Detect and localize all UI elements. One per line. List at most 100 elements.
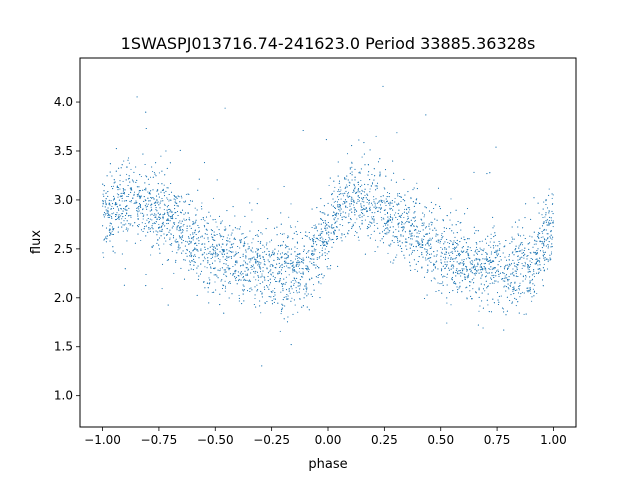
data-point — [519, 235, 522, 237]
data-point — [175, 238, 177, 240]
data-point — [137, 193, 140, 195]
data-point — [423, 224, 425, 226]
data-point — [450, 251, 452, 253]
data-point — [189, 234, 191, 236]
data-point — [344, 177, 346, 179]
data-point — [452, 290, 454, 292]
data-point — [305, 291, 307, 293]
data-point — [252, 266, 254, 268]
data-point — [309, 279, 311, 281]
data-point — [126, 209, 128, 211]
data-point — [349, 221, 351, 224]
data-point — [497, 299, 499, 301]
data-point — [137, 206, 139, 209]
data-point — [508, 255, 510, 258]
data-point — [272, 253, 274, 255]
data-point — [323, 205, 325, 207]
data-point — [388, 232, 390, 234]
data-point — [264, 264, 266, 266]
data-point — [520, 250, 522, 252]
data-point — [410, 197, 412, 199]
data-point — [357, 195, 360, 197]
data-point — [195, 219, 197, 221]
data-point — [261, 292, 263, 294]
data-point — [296, 255, 298, 257]
data-point — [178, 248, 180, 250]
data-point — [102, 201, 104, 203]
data-point — [277, 302, 279, 304]
data-point — [107, 215, 109, 217]
data-point — [198, 178, 200, 180]
data-point — [523, 292, 525, 294]
data-point — [164, 204, 166, 206]
data-point — [206, 253, 208, 255]
data-point — [130, 191, 132, 193]
data-point — [389, 214, 392, 216]
data-point — [213, 250, 215, 252]
data-point — [403, 216, 405, 219]
data-point — [329, 268, 331, 270]
data-point — [293, 299, 295, 301]
data-point — [482, 267, 484, 269]
data-point — [529, 287, 532, 289]
data-point — [296, 292, 298, 294]
data-point — [524, 217, 526, 219]
data-point — [169, 208, 171, 210]
data-point — [358, 239, 360, 241]
data-point — [235, 251, 237, 253]
data-point — [330, 225, 333, 227]
data-point — [295, 265, 297, 267]
data-point — [320, 218, 322, 220]
data-point — [387, 228, 389, 230]
data-point — [131, 179, 133, 181]
data-point — [517, 275, 519, 278]
data-point — [383, 209, 385, 211]
data-point — [348, 181, 350, 183]
data-point — [318, 281, 320, 283]
data-point — [328, 231, 330, 233]
data-point — [451, 258, 454, 260]
data-point — [287, 251, 289, 253]
data-point — [520, 293, 522, 295]
data-point — [313, 253, 315, 255]
data-point — [512, 290, 514, 292]
data-point — [374, 212, 376, 214]
data-point — [524, 261, 526, 263]
data-point — [256, 290, 258, 292]
data-point — [547, 238, 549, 240]
data-point — [548, 212, 550, 214]
data-point — [395, 212, 397, 214]
data-point — [163, 203, 165, 205]
data-point — [274, 294, 276, 296]
data-point — [430, 246, 432, 248]
data-point — [264, 261, 266, 263]
data-point — [414, 220, 416, 222]
data-point — [123, 220, 125, 222]
data-point — [538, 268, 540, 270]
data-point — [244, 236, 247, 239]
data-point — [163, 195, 166, 197]
data-point — [321, 247, 323, 249]
data-point — [549, 236, 551, 238]
data-point — [254, 297, 256, 300]
data-point — [247, 274, 249, 277]
data-point — [433, 207, 435, 210]
data-point — [320, 228, 322, 230]
data-point — [194, 243, 196, 245]
data-point — [243, 289, 245, 291]
data-point — [337, 204, 339, 206]
data-point — [440, 251, 442, 253]
data-point — [345, 217, 347, 219]
data-point — [216, 245, 218, 247]
data-point — [351, 211, 353, 213]
data-point — [375, 206, 377, 208]
data-point — [479, 266, 481, 268]
data-point — [512, 289, 514, 291]
data-point — [475, 259, 477, 261]
data-point — [242, 293, 244, 295]
data-point — [134, 242, 136, 244]
data-point — [459, 241, 461, 243]
data-point — [442, 284, 444, 286]
data-point — [368, 199, 370, 201]
data-point — [545, 199, 547, 201]
